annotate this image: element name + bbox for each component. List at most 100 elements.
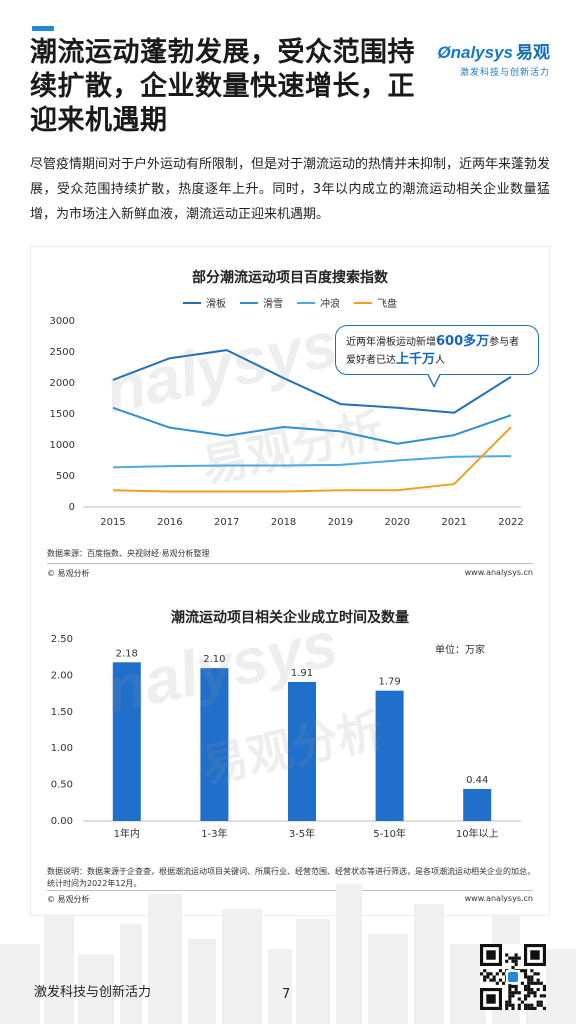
brand-logo: Ønalysys 易观 激发科技与创新活力 [437,38,550,78]
qr-module [483,975,487,979]
qr-module [527,981,531,985]
qr-module [517,991,521,995]
line-chart-y-tick: 2000 [50,378,75,389]
qr-module [514,956,518,960]
qr-module [527,975,531,979]
qr-module [520,981,524,985]
intro-paragraph: 尽管疫情期间对于户外运动有所限制，但是对于潮流运动的热情并未抑制，近两年来蓬勃发… [30,157,551,222]
qr-module [495,981,499,985]
bar-chart-y-tick: 1.50 [51,707,73,718]
qr-module [511,959,515,963]
qr-module [514,959,518,963]
bar-chart-title: 潮流运动项目相关企业成立时间及数量 [171,610,409,626]
qr-module [492,975,496,979]
bar-chart: 0.00 0.50 1.00 1.50 2.00 2.50 2.18 1年内 2.10 1-3年 1… [51,634,521,840]
qr-module [505,959,509,963]
qr-module [517,1003,521,1007]
qr-module [524,1006,528,1010]
qr-module [542,988,546,992]
qr-module [508,984,512,988]
qr-module [511,956,515,960]
bar-chart-y-tick: 1.00 [51,743,73,754]
line-series-3 [112,455,512,469]
bar-value-label: 1.91 [291,668,313,679]
qr-module [520,969,524,973]
qr-module [539,1000,543,1004]
legend-label-surf: 冲浪 [320,299,340,310]
qr-module [505,1006,509,1010]
qr-module [517,1006,521,1010]
bar-2 [200,668,229,821]
qr-module [524,969,528,973]
line-chart-divider [47,563,533,564]
bar-category-label: 5-10年 [373,827,406,840]
qr-module [508,991,512,995]
line-chart-copyright: © 易观分析 [47,569,90,578]
bar-3 [288,681,316,821]
qr-module [495,972,499,976]
qr-module [483,978,487,982]
qr-module [508,1003,512,1007]
brand-slogan: 激发科技与创新活力 [459,68,550,78]
qr-module [533,972,537,976]
line-chart-x-tick: 2021 [441,517,466,528]
bar-4 [375,690,404,821]
line-chart-x-tick: 2020 [385,517,410,528]
line-series-4 [112,426,512,493]
brand-logo-mark: Ø [437,43,451,62]
title-accent-bar [32,26,54,31]
qr-module [508,997,512,1001]
qr-module [527,984,531,988]
bar-value-label: 2.10 [203,654,225,665]
bar-value-label: 2.18 [116,648,138,659]
qr-module [536,1003,540,1007]
qr-module [536,978,540,982]
bar-5 [463,788,492,821]
line-chart-x-tick: 2022 [498,517,523,528]
charts-panel: 部分潮流运动项目百度搜索指数 滑板 滑雪 冲浪 飞盘 0 500 1000 1500 2… [30,246,550,916]
line-chart-y-tick: 2500 [50,347,75,358]
qr-module [530,991,534,995]
qr-module [533,994,537,998]
brand-name-cn: 易观 [516,43,550,62]
bar-chart-y-tick: 2.00 [51,670,73,681]
qr-code[interactable] [480,944,546,1010]
bar-category-label: 3-5年 [289,827,315,840]
qr-module [514,988,518,992]
brand-wordmark: Ønalysys 易观 [437,38,550,63]
bar-chart-website: www.analysys.cn [464,894,533,903]
qr-module [489,978,493,982]
qr-module [508,994,512,998]
qr-module [520,1000,524,1004]
bar-value-label: 0.44 [466,775,488,786]
page-number: 7 [282,987,291,1002]
qr-module [517,956,521,960]
qr-module [498,978,502,982]
callout-line-1: 近两年滑板运动新增600多万参与者 [346,333,528,351]
qr-module [539,1003,543,1007]
qr-module [489,972,493,976]
callout-text-4: 人 [435,355,446,366]
bar-chart-divider [47,890,533,891]
qr-module [524,975,528,979]
bar-chart-source: 数据说明：数据来源于企查查，根据潮流运动项目关键词、所属行业、经营范围、经营状态… [47,867,535,888]
qr-module [533,991,537,995]
callout-text-2: 参与者 [489,337,520,348]
bar-chart-unit: 单位：万家 [435,645,485,656]
qr-module [480,972,484,976]
line-chart-x-tick: 2016 [157,517,182,528]
qr-module [539,981,543,985]
qr-module [536,1000,540,1004]
qr-module [530,988,534,992]
qr-module [483,969,487,973]
qr-module [524,994,528,998]
skateboard-callout: 近两年滑板运动新增600多万参与者 爱好者已达上千万人 [335,325,539,375]
legend-item-skateboard: 滑板 [183,295,226,310]
line-chart-y-tick: 0 [69,502,75,513]
qr-module [539,994,543,998]
legend-swatch-surf [297,301,315,304]
line-series-1 [112,349,512,414]
qr-module [505,1000,509,1004]
qr-module [530,975,534,979]
legend-swatch-skateboard [183,301,201,304]
